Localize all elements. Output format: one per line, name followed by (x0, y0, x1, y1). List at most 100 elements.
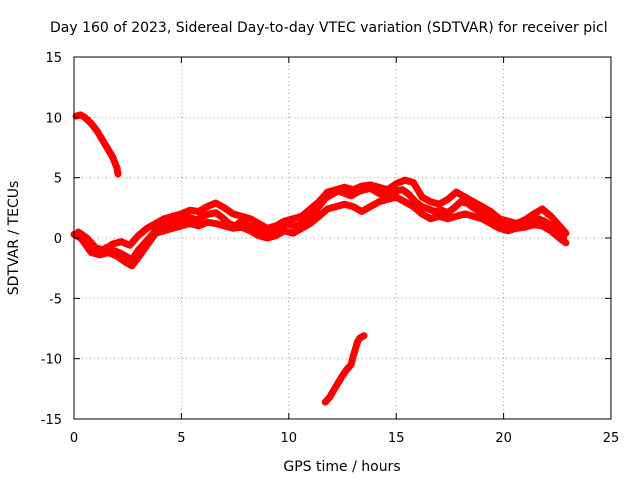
data-point (315, 198, 322, 205)
data-point (504, 218, 511, 225)
data-point (161, 215, 168, 222)
data-point (539, 222, 546, 229)
data-point (418, 203, 425, 210)
data-point (92, 244, 99, 251)
data-point (367, 181, 374, 188)
data-point (438, 207, 445, 214)
data-series (70, 111, 570, 406)
data-point (401, 177, 408, 184)
data-point (457, 198, 464, 205)
data-point (118, 238, 125, 245)
data-point (393, 180, 400, 187)
data-point (418, 193, 425, 200)
y-tick-label: 10 (45, 111, 62, 126)
data-point (504, 227, 511, 234)
data-point (113, 165, 120, 172)
data-point (341, 184, 348, 191)
data-point (352, 346, 359, 353)
data-point (476, 208, 483, 215)
data-point (487, 220, 494, 227)
data-point (547, 227, 554, 234)
data-point (169, 225, 176, 232)
data-point (393, 187, 400, 194)
data-point (444, 215, 451, 222)
data-point (461, 210, 468, 217)
data-point (169, 213, 176, 220)
data-point (539, 206, 546, 213)
data-point (309, 210, 316, 217)
data-point (367, 203, 374, 210)
data-point (350, 353, 357, 360)
data-point (547, 213, 554, 220)
data-point (135, 254, 142, 261)
data-point (436, 213, 443, 220)
data-point (530, 210, 537, 217)
data-point (281, 218, 288, 225)
data-point (96, 251, 103, 258)
y-tick-label: -5 (49, 292, 62, 307)
data-point (358, 183, 365, 190)
data-point (77, 111, 84, 118)
y-tick-label: 5 (54, 172, 62, 187)
data-point (79, 237, 86, 244)
data-point (186, 207, 193, 214)
data-point (461, 193, 468, 200)
data-point (333, 203, 340, 210)
data-point (315, 213, 322, 220)
data-point (556, 235, 563, 241)
data-point (358, 208, 365, 215)
data-point (333, 186, 340, 193)
data-point (195, 222, 202, 229)
data-point (88, 120, 95, 127)
data-point (406, 191, 413, 198)
data-point (128, 262, 135, 269)
data-point (496, 225, 503, 232)
data-point (113, 253, 120, 260)
data-point (290, 230, 297, 237)
data-point (393, 193, 400, 200)
data-point (152, 230, 159, 237)
data-point (204, 219, 211, 226)
data-point (556, 222, 563, 229)
data-point (376, 198, 383, 205)
data-point (522, 224, 529, 231)
data-point (75, 228, 82, 235)
data-point (247, 215, 254, 222)
axis-ticks: 0 5 10 15 20 25 -15 -10 -5 0 5 10 15 (41, 51, 620, 446)
data-point (453, 213, 460, 220)
data-point (324, 206, 331, 213)
data-point (326, 394, 333, 401)
data-point (272, 232, 279, 239)
x-tick-label: 25 (603, 431, 620, 446)
data-point (152, 220, 159, 227)
data-point (339, 372, 346, 379)
data-point (255, 220, 262, 227)
data-point (105, 146, 112, 153)
data-point (412, 198, 419, 205)
data-point (255, 232, 262, 239)
y-tick-label: -15 (41, 413, 62, 428)
x-tick-label: 10 (281, 431, 298, 446)
x-axis-label: GPS time / hours (283, 459, 400, 475)
data-point (115, 171, 122, 178)
data-point (135, 232, 142, 239)
data-point (384, 196, 391, 203)
data-point (307, 220, 314, 227)
data-point (425, 206, 432, 213)
data-point (562, 239, 569, 246)
data-point (186, 214, 193, 221)
data-point (562, 230, 569, 237)
data-point (470, 198, 477, 205)
chart-title: Day 160 of 2023, Sidereal Day-to-day VTE… (50, 20, 608, 36)
data-point (81, 114, 88, 121)
data-point (534, 215, 541, 222)
data-point (343, 366, 350, 373)
data-point (178, 210, 185, 217)
data-point (360, 332, 367, 339)
data-point (431, 208, 438, 215)
data-point (436, 201, 443, 208)
data-point (350, 186, 357, 193)
data-point (144, 225, 151, 232)
